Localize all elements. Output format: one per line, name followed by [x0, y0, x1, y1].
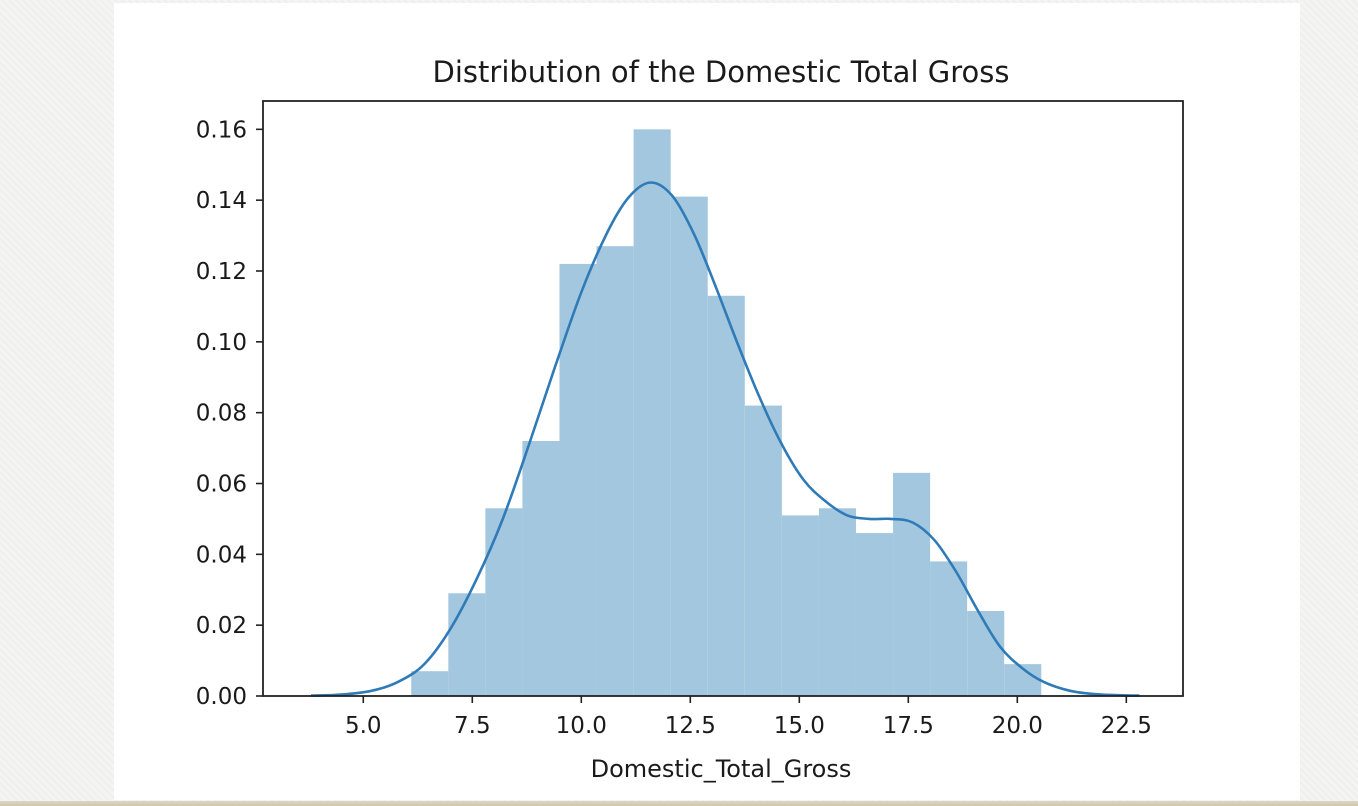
- y-tick-label: 0.08: [196, 401, 247, 427]
- x-tick-label: 5.0: [345, 713, 382, 739]
- y-tick-label: 0.02: [196, 613, 247, 639]
- y-tick-label: 0.14: [196, 188, 247, 214]
- histogram-bar: [707, 295, 745, 696]
- histogram-bar: [781, 515, 819, 696]
- histogram-bars: [411, 129, 1042, 697]
- x-tick-label: 15.0: [774, 713, 825, 739]
- x-tick-label: 10.0: [556, 713, 607, 739]
- histogram-bar: [448, 593, 486, 696]
- histogram-bar: [411, 671, 449, 696]
- x-axis-ticks: 5.0 7.5 10.0 12.5 15.0 17.5 20.0 22.5: [345, 696, 1152, 739]
- y-axis-ticks: 0.00 0.02 0.04 0.06 0.08 0.10 0.12 0.14 0.16: [196, 117, 263, 710]
- histogram-bar: [930, 561, 968, 696]
- y-tick-label: 0.04: [196, 542, 247, 568]
- y-tick-label: 0.10: [196, 330, 247, 356]
- bottom-edge: [0, 801, 1358, 806]
- y-tick-label: 0.12: [196, 259, 247, 285]
- histogram-bar: [670, 196, 708, 696]
- x-tick-label: 17.5: [883, 713, 934, 739]
- x-axis-label: Domestic_Total_Gross: [591, 755, 852, 783]
- histogram-bar: [485, 508, 523, 696]
- y-tick-label: 0.16: [196, 117, 247, 143]
- kde-curve: [310, 181, 1140, 697]
- x-tick-label: 22.5: [1101, 713, 1152, 739]
- y-tick-label: 0.06: [196, 472, 247, 498]
- histogram-bar: [559, 263, 597, 696]
- x-tick-label: 12.5: [665, 713, 716, 739]
- histogram-bar: [633, 129, 671, 697]
- histogram-bar: [744, 405, 782, 696]
- chart-title: Distribution of the Domestic Total Gross: [433, 55, 1010, 89]
- x-tick-label: 7.5: [454, 713, 491, 739]
- histogram-bar: [818, 508, 856, 696]
- histogram-bar: [596, 246, 634, 697]
- kde-curve-layer: [310, 181, 1140, 697]
- x-tick-label: 20.0: [992, 713, 1043, 739]
- histogram-bar: [522, 441, 560, 696]
- y-tick-label: 0.00: [196, 684, 247, 710]
- histogram-bar: [893, 472, 931, 696]
- axes-frame: [262, 100, 1184, 697]
- histogram-bar: [855, 533, 894, 696]
